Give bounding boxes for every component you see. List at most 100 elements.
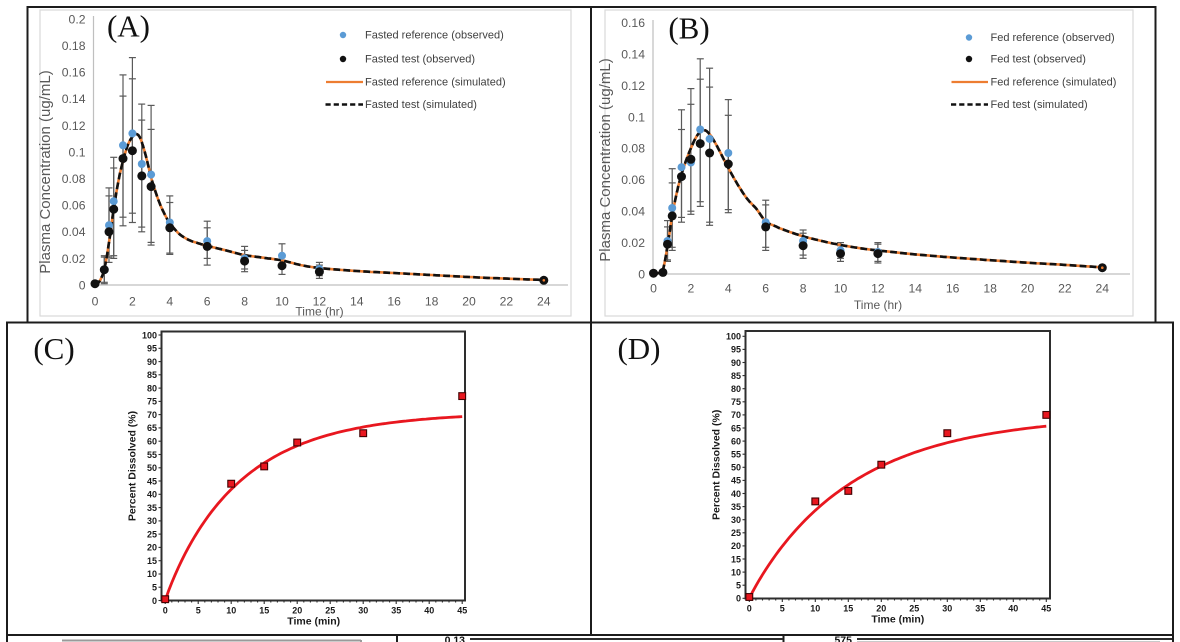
svg-text:40: 40 [147,490,157,500]
svg-text:0: 0 [79,278,86,292]
svg-text:(B): (B) [668,11,709,46]
svg-text:20: 20 [462,295,476,309]
svg-text:0.18: 0.18 [62,39,86,53]
svg-text:8: 8 [800,282,807,296]
svg-text:60: 60 [147,437,157,447]
svg-text:(D): (D) [617,331,660,366]
svg-text:0: 0 [736,594,741,604]
svg-text:22: 22 [500,295,514,309]
svg-text:0.13: 0.13 [445,635,466,642]
svg-text:15: 15 [259,606,269,616]
svg-text:35: 35 [731,502,741,512]
svg-text:20: 20 [876,604,886,614]
svg-text:0.08: 0.08 [62,172,86,186]
svg-text:4: 4 [166,295,173,309]
svg-text:Time (min): Time (min) [871,614,924,626]
svg-text:30: 30 [147,516,157,526]
svg-text:0.14: 0.14 [621,48,645,62]
svg-text:Plasma Concentration (ug/mL): Plasma Concentration (ug/mL) [597,58,614,261]
svg-text:Plasma Concentration (ug/mL): Plasma Concentration (ug/mL) [37,70,54,273]
svg-text:95: 95 [147,344,157,354]
svg-text:30: 30 [358,606,368,616]
svg-text:0.2: 0.2 [69,12,86,26]
svg-text:15: 15 [731,554,741,564]
svg-text:10: 10 [275,295,289,309]
svg-text:35: 35 [147,503,157,513]
svg-text:0.06: 0.06 [62,199,86,213]
svg-text:15: 15 [843,604,853,614]
svg-text:80: 80 [731,384,741,394]
svg-text:25: 25 [147,529,157,539]
svg-text:20: 20 [292,606,302,616]
svg-text:Time (hr): Time (hr) [854,298,902,312]
svg-text:0.14: 0.14 [62,92,86,106]
svg-text:0.04: 0.04 [62,225,86,239]
svg-text:0: 0 [638,267,645,281]
svg-text:22: 22 [1058,282,1072,296]
svg-text:12: 12 [871,282,885,296]
svg-text:60: 60 [731,436,741,446]
svg-text:20: 20 [1021,282,1035,296]
svg-text:24: 24 [1096,282,1110,296]
svg-text:Percent Dissolved (%): Percent Dissolved (%) [127,411,139,521]
svg-text:0: 0 [152,596,157,606]
svg-text:18: 18 [983,282,997,296]
svg-text:14: 14 [350,295,364,309]
svg-text:100: 100 [726,332,741,342]
svg-text:75: 75 [147,397,157,407]
svg-text:70: 70 [731,410,741,420]
svg-text:25: 25 [731,528,741,538]
svg-text:45: 45 [147,476,157,486]
svg-text:4: 4 [725,282,732,296]
svg-text:10: 10 [731,567,741,577]
svg-text:18: 18 [425,295,439,309]
svg-text:16: 16 [387,295,401,309]
svg-text:Fasted test (simulated): Fasted test (simulated) [365,99,477,111]
svg-text:20: 20 [147,543,157,553]
svg-text:6: 6 [204,295,211,309]
svg-text:Fasted test (observed): Fasted test (observed) [365,54,475,66]
svg-text:10: 10 [834,282,848,296]
svg-text:0.1: 0.1 [69,145,86,159]
svg-text:45: 45 [457,606,467,616]
svg-text:75: 75 [731,397,741,407]
svg-text:0.12: 0.12 [62,119,86,133]
svg-text:0.12: 0.12 [621,79,645,93]
svg-text:24: 24 [537,295,551,309]
svg-text:10: 10 [226,606,236,616]
svg-text:55: 55 [147,450,157,460]
svg-text:Fasted reference (simulated): Fasted reference (simulated) [365,77,506,89]
svg-text:2: 2 [129,295,136,309]
svg-text:45: 45 [1041,604,1051,614]
svg-text:0: 0 [92,295,99,309]
svg-text:25: 25 [909,604,919,614]
svg-text:5: 5 [780,604,785,614]
svg-text:12: 12 [313,295,327,309]
svg-text:70: 70 [147,410,157,420]
svg-text:0: 0 [650,282,657,296]
svg-text:10: 10 [147,569,157,579]
svg-text:0.08: 0.08 [621,142,645,156]
svg-text:2: 2 [688,282,695,296]
svg-text:0.04: 0.04 [621,205,645,219]
svg-text:30: 30 [731,515,741,525]
svg-text:40: 40 [731,489,741,499]
svg-text:Fed reference (observed): Fed reference (observed) [991,32,1115,44]
svg-text:5: 5 [152,583,157,593]
svg-text:Time (hr): Time (hr) [295,305,343,319]
svg-text:Fed test (simulated): Fed test (simulated) [991,99,1088,111]
svg-text:0.16: 0.16 [62,66,86,80]
svg-text:16: 16 [946,282,960,296]
svg-text:65: 65 [731,423,741,433]
svg-text:Fed test (observed): Fed test (observed) [991,54,1086,66]
svg-text:40: 40 [1008,604,1018,614]
svg-text:575: 575 [834,635,852,642]
svg-text:0.06: 0.06 [621,173,645,187]
svg-text:45: 45 [731,476,741,486]
svg-text:55: 55 [731,450,741,460]
svg-text:85: 85 [147,370,157,380]
svg-text:35: 35 [975,604,985,614]
svg-text:5: 5 [196,606,201,616]
svg-text:30: 30 [942,604,952,614]
svg-text:5: 5 [736,581,741,591]
